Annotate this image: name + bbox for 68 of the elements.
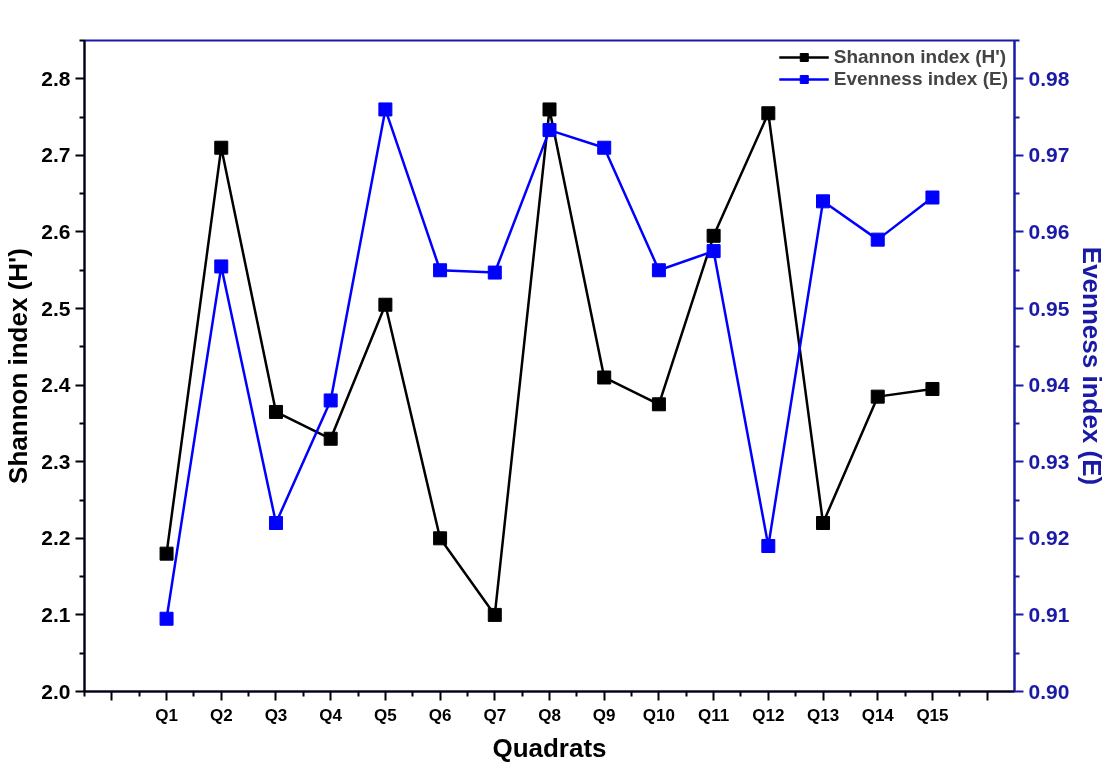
point <box>651 397 666 412</box>
y2-tick-label: 0.95 <box>1028 296 1070 320</box>
x-tick-label: Q14 <box>861 705 895 725</box>
point <box>159 546 174 561</box>
y-tick-label: 2.0 <box>41 679 71 703</box>
y2-tick-label: 0.94 <box>1028 373 1070 397</box>
x-tick-label: Q4 <box>319 705 343 725</box>
x-tick-label: Q11 <box>698 705 730 725</box>
point <box>542 102 557 117</box>
point <box>433 531 448 546</box>
point <box>487 607 502 622</box>
point <box>870 232 885 247</box>
point <box>378 102 393 117</box>
point <box>268 516 283 531</box>
point <box>925 190 940 205</box>
point <box>542 123 557 138</box>
x-tick-label: Q2 <box>209 705 233 725</box>
y2-tick-label: 0.96 <box>1028 219 1070 243</box>
point <box>214 259 229 274</box>
y2-tick-label: 0.98 <box>1028 66 1070 90</box>
x-tick-label: Q10 <box>642 705 675 725</box>
point <box>816 516 831 531</box>
point <box>159 611 174 626</box>
x-tick-label: Q3 <box>264 705 288 725</box>
x-tick-label: Q9 <box>592 705 616 725</box>
point <box>323 431 338 446</box>
x-tick-label: Q8 <box>538 705 561 725</box>
y-axis-title: Shannon index (H') <box>3 248 34 484</box>
y2-tick-label: 0.92 <box>1028 526 1070 550</box>
y-tick-label: 2.1 <box>41 602 71 626</box>
y2-tick-label: 0.91 <box>1028 602 1070 626</box>
y-tick-label: 2.2 <box>41 526 71 550</box>
x-tick-label: Q13 <box>806 705 840 725</box>
point <box>651 263 666 278</box>
point <box>816 194 831 209</box>
x-tick-label: Q1 <box>155 705 178 725</box>
y2-tick-label: 0.90 <box>1028 679 1070 703</box>
y-tick-label: 2.6 <box>41 219 71 243</box>
legend-label: Evenness index (E) <box>833 68 1008 90</box>
y-tick-label: 2.5 <box>41 296 71 320</box>
point <box>761 106 776 121</box>
legend-label: Shannon index (H') <box>833 46 1007 68</box>
point <box>761 538 776 553</box>
y-tick-label: 2.3 <box>41 449 71 473</box>
point <box>870 389 885 404</box>
point <box>433 263 448 278</box>
point <box>925 381 940 396</box>
y2-tick-label: 0.93 <box>1028 449 1070 473</box>
point <box>597 370 612 385</box>
point <box>597 140 612 155</box>
y-tick-label: 2.7 <box>41 143 71 167</box>
point <box>214 140 229 155</box>
y2-axis-title: Evenness index (E) <box>1077 246 1108 486</box>
x-axis-title: Quadrats <box>492 732 607 763</box>
x-tick-label: Q5 <box>374 705 397 725</box>
point <box>323 393 338 408</box>
point <box>378 297 393 312</box>
point <box>487 265 502 280</box>
y-tick-label: 2.8 <box>41 66 71 90</box>
x-tick-label: Q6 <box>428 705 452 725</box>
point <box>706 244 721 259</box>
y-tick-label: 2.4 <box>41 373 71 397</box>
point <box>706 228 721 243</box>
point <box>268 404 283 419</box>
x-tick-label: Q12 <box>752 705 785 725</box>
x-tick-label: Q7 <box>483 705 507 725</box>
y2-tick-label: 0.97 <box>1028 143 1070 167</box>
x-tick-label: Q15 <box>916 705 949 725</box>
